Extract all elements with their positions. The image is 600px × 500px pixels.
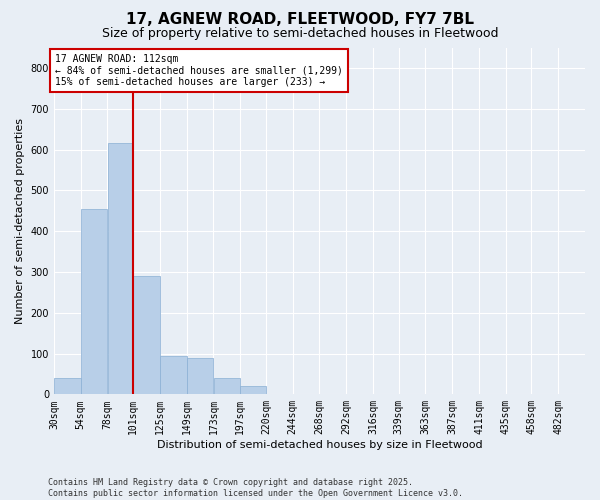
Bar	[241, 386, 266, 394]
Bar	[160, 356, 187, 395]
Text: 17, AGNEW ROAD, FLEETWOOD, FY7 7BL: 17, AGNEW ROAD, FLEETWOOD, FY7 7BL	[126, 12, 474, 28]
Text: Size of property relative to semi-detached houses in Fleetwood: Size of property relative to semi-detach…	[102, 28, 498, 40]
Bar	[54, 378, 80, 394]
Bar	[187, 358, 213, 395]
Bar	[81, 208, 107, 394]
Text: Contains HM Land Registry data © Crown copyright and database right 2025.
Contai: Contains HM Land Registry data © Crown c…	[48, 478, 463, 498]
Bar	[133, 276, 160, 394]
Bar	[107, 144, 133, 394]
Y-axis label: Number of semi-detached properties: Number of semi-detached properties	[15, 118, 25, 324]
Text: 17 AGNEW ROAD: 112sqm
← 84% of semi-detached houses are smaller (1,299)
15% of s: 17 AGNEW ROAD: 112sqm ← 84% of semi-deta…	[55, 54, 343, 87]
Bar	[214, 378, 240, 394]
X-axis label: Distribution of semi-detached houses by size in Fleetwood: Distribution of semi-detached houses by …	[157, 440, 482, 450]
